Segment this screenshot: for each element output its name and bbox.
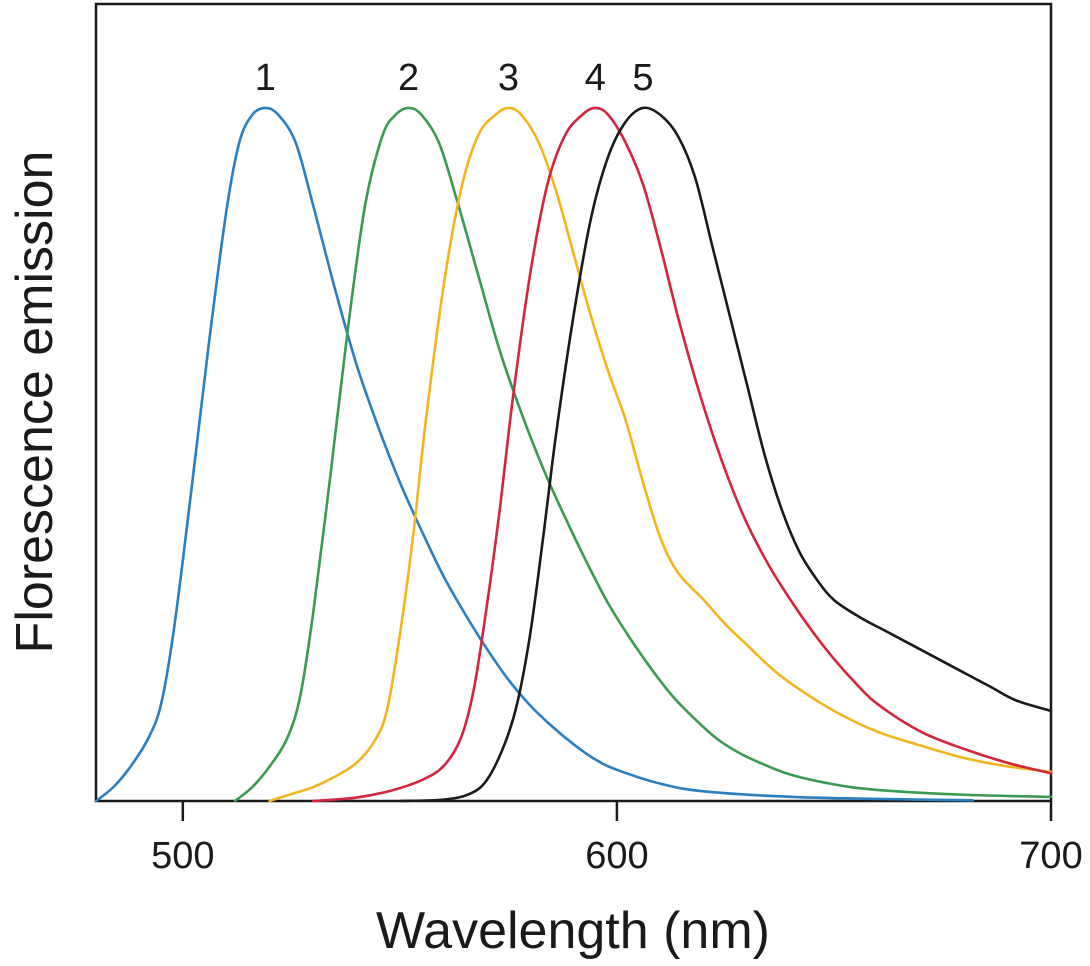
x-tick-label-700: 700 [1019, 835, 1082, 877]
peak-label-2: 2 [398, 57, 419, 99]
series-line-2 [233, 106, 1053, 803]
series-line-4 [311, 106, 1053, 803]
x-axis-ticks: 500 600 700 [151, 801, 1083, 877]
peak-label-4: 4 [585, 57, 606, 99]
x-tick-label-500: 500 [151, 835, 214, 877]
series-line-1 [94, 106, 975, 803]
plot-frame [94, 2, 1053, 803]
series-layer [94, 106, 1053, 803]
y-axis-label: Florescence emission [6, 151, 64, 654]
x-axis-label: Wavelength (nm) [376, 902, 770, 960]
peak-label-3: 3 [498, 57, 519, 99]
x-tick-label-600: 600 [585, 835, 648, 877]
peak-label-1: 1 [255, 57, 276, 99]
series-line-3 [268, 106, 1053, 803]
peak-label-5: 5 [632, 57, 653, 99]
series-line-5 [398, 106, 1053, 803]
